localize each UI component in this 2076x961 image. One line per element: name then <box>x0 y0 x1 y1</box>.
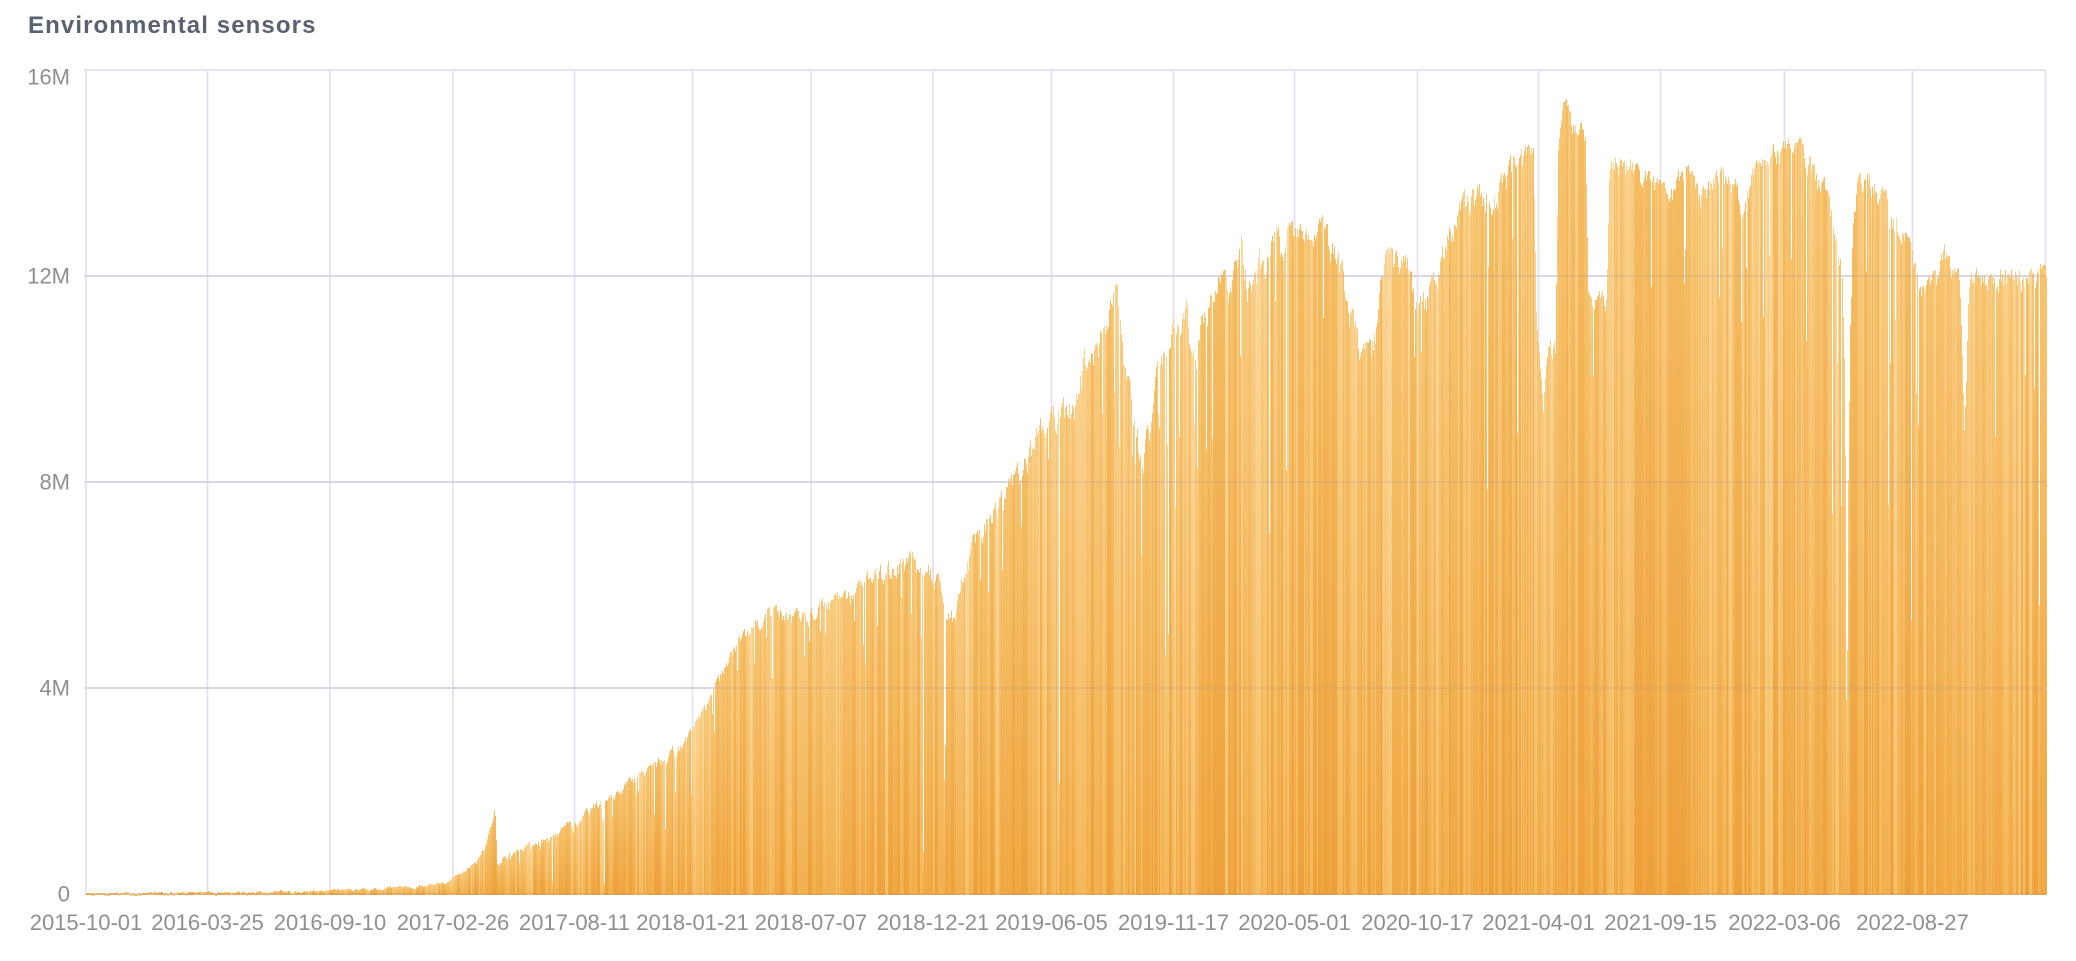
svg-text:2016-09-10: 2016-09-10 <box>274 910 387 935</box>
svg-text:2022-08-27: 2022-08-27 <box>1856 910 1969 935</box>
svg-text:2020-10-17: 2020-10-17 <box>1361 910 1474 935</box>
svg-text:2020-05-01: 2020-05-01 <box>1238 910 1351 935</box>
svg-text:2019-11-17: 2019-11-17 <box>1118 910 1229 935</box>
svg-text:2015-10-01: 2015-10-01 <box>30 910 143 935</box>
svg-text:2018-07-07: 2018-07-07 <box>755 910 868 935</box>
svg-text:2021-04-01: 2021-04-01 <box>1482 910 1595 935</box>
svg-text:2021-09-15: 2021-09-15 <box>1604 910 1717 935</box>
svg-text:2017-08-11: 2017-08-11 <box>519 910 630 935</box>
svg-text:16M: 16M <box>27 65 70 90</box>
svg-text:2018-01-21: 2018-01-21 <box>636 910 749 935</box>
svg-text:4M: 4M <box>39 676 70 701</box>
svg-text:2017-02-26: 2017-02-26 <box>397 910 510 935</box>
svg-text:2022-03-06: 2022-03-06 <box>1728 910 1841 935</box>
svg-text:12M: 12M <box>27 264 70 289</box>
svg-text:2016-03-25: 2016-03-25 <box>151 910 264 935</box>
svg-text:0: 0 <box>58 882 70 907</box>
svg-text:8M: 8M <box>39 470 70 495</box>
svg-text:2018-12-21: 2018-12-21 <box>877 910 990 935</box>
svg-text:2019-06-05: 2019-06-05 <box>995 910 1108 935</box>
